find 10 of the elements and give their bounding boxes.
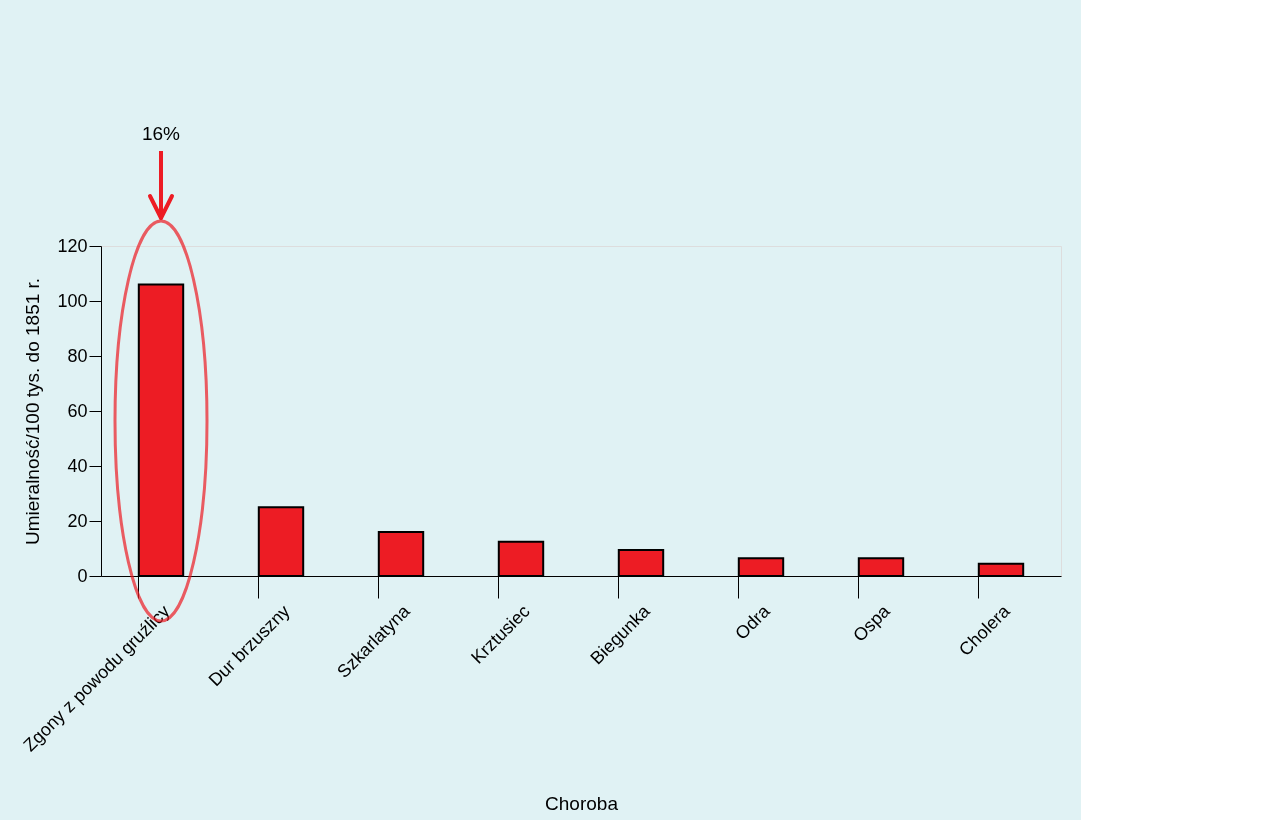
y-tick-label: 40 [67,455,88,476]
y-tick-label: 0 [77,565,88,586]
y-tick-label: 80 [67,345,88,366]
y-tick-label: 100 [57,290,88,311]
y-tick-label: 20 [67,510,88,531]
text: 16% [141,123,181,144]
x-axis-title: Choroba [545,793,619,815]
y-tick-label: 60 [67,400,88,421]
y-axis-title: Umieralność/100 tys. do 1851 r. [22,277,44,546]
y-tick-label: 120 [57,235,88,256]
